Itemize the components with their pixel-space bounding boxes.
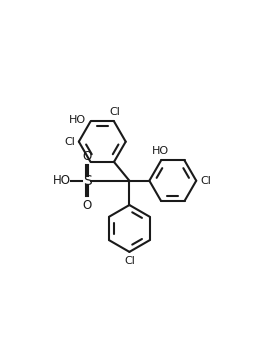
Text: HO: HO <box>53 174 71 187</box>
Text: Cl: Cl <box>200 176 211 186</box>
Text: HO: HO <box>69 114 86 125</box>
Text: Cl: Cl <box>110 107 120 117</box>
Text: HO: HO <box>151 146 169 156</box>
Text: S: S <box>83 174 92 188</box>
Text: O: O <box>82 198 92 212</box>
Text: O: O <box>82 150 92 163</box>
Text: Cl: Cl <box>64 137 75 147</box>
Text: Cl: Cl <box>124 256 135 266</box>
